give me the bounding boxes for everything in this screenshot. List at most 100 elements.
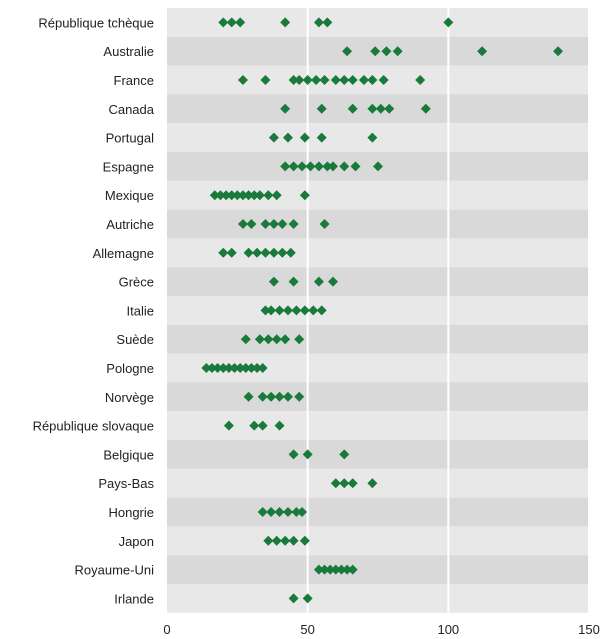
- data-point: [282, 305, 293, 316]
- data-point: [252, 247, 263, 258]
- row-band: [167, 324, 589, 354]
- data-point: [294, 75, 305, 85]
- data-point: [319, 219, 330, 229]
- data-point: [218, 247, 229, 258]
- category-label: Portugal: [106, 131, 155, 146]
- data-point: [209, 190, 220, 201]
- data-point: [308, 305, 319, 316]
- data-point: [342, 564, 353, 575]
- data-point: [232, 190, 243, 201]
- data-point: [313, 564, 324, 575]
- data-point: [297, 507, 308, 517]
- data-point: [347, 564, 358, 575]
- data-point: [277, 219, 288, 229]
- data-point: [246, 219, 257, 229]
- row-band: [167, 123, 589, 152]
- data-point: [280, 161, 291, 172]
- data-point: [237, 190, 248, 201]
- category-label: République tchèque: [38, 15, 154, 30]
- category-label: Suède: [116, 332, 154, 347]
- category-label: Norvège: [105, 390, 154, 405]
- category-labels: République tchèque Australie France Canada P…: [33, 15, 155, 606]
- category-label: Mexique: [105, 188, 154, 203]
- data-point: [392, 46, 403, 57]
- data-point: [384, 103, 395, 114]
- data-point: [347, 478, 358, 489]
- data-point: [327, 276, 338, 287]
- data-point: [381, 46, 392, 57]
- data-point: [294, 334, 305, 345]
- x-tick-label: 0: [163, 622, 170, 637]
- data-point: [305, 161, 316, 172]
- data-point: [274, 391, 285, 402]
- row-band: [167, 267, 589, 296]
- data-point: [285, 247, 296, 258]
- data-point: [299, 190, 310, 201]
- data-point: [249, 420, 260, 431]
- data-point: [282, 391, 293, 402]
- category-label: Irlande: [114, 591, 154, 606]
- data-point: [319, 564, 330, 575]
- data-point: [252, 363, 263, 373]
- data-point: [477, 46, 488, 57]
- data-point: [229, 363, 240, 373]
- category-label: Allemagne: [93, 246, 154, 261]
- category-label: Grèce: [119, 275, 154, 290]
- data-point: [260, 75, 271, 85]
- row-band: [167, 526, 589, 556]
- data-point: [350, 161, 361, 172]
- data-point: [297, 161, 308, 172]
- data-point: [266, 305, 277, 316]
- category-label: Australie: [103, 44, 154, 59]
- data-point: [370, 46, 381, 57]
- data-point: [288, 219, 299, 229]
- data-point: [339, 161, 350, 172]
- data-point: [288, 161, 299, 172]
- data-point: [330, 478, 341, 489]
- data-point: [280, 17, 291, 28]
- data-point: [243, 190, 254, 201]
- data-point: [201, 363, 212, 373]
- data-point: [375, 103, 386, 114]
- data-point: [240, 363, 251, 373]
- data-point: [302, 449, 313, 460]
- data-point: [260, 305, 271, 316]
- data-point: [288, 593, 299, 604]
- data-point: [254, 334, 265, 345]
- category-label: Italie: [127, 303, 154, 318]
- data-point: [347, 75, 358, 85]
- row-band: [167, 382, 589, 412]
- data-point: [268, 276, 279, 287]
- data-point: [342, 46, 353, 57]
- data-point: [218, 363, 229, 373]
- data-point: [249, 190, 260, 201]
- data-point: [263, 334, 274, 345]
- data-point: [266, 507, 277, 517]
- data-point: [336, 564, 347, 575]
- data-point: [302, 593, 313, 604]
- data-point: [367, 478, 378, 489]
- data-point: [268, 132, 279, 143]
- data-point: [274, 305, 285, 316]
- data-point: [268, 247, 279, 258]
- category-label: Canada: [108, 102, 154, 117]
- row-band: [167, 440, 589, 469]
- data-point: [246, 363, 257, 373]
- data-point: [322, 17, 333, 28]
- data-point: [263, 535, 274, 546]
- data-point: [282, 507, 293, 517]
- data-point: [347, 103, 358, 114]
- data-point: [339, 478, 350, 489]
- data-point: [263, 190, 274, 201]
- data-point: [325, 564, 336, 575]
- data-point: [339, 75, 350, 85]
- row-bands: [167, 8, 589, 613]
- data-point: [291, 507, 302, 517]
- category-label: République slovaque: [33, 419, 154, 434]
- data-point: [226, 190, 237, 201]
- row-band: [167, 468, 589, 498]
- data-point: [299, 132, 310, 143]
- data-point: [266, 391, 277, 402]
- data-point: [215, 190, 226, 201]
